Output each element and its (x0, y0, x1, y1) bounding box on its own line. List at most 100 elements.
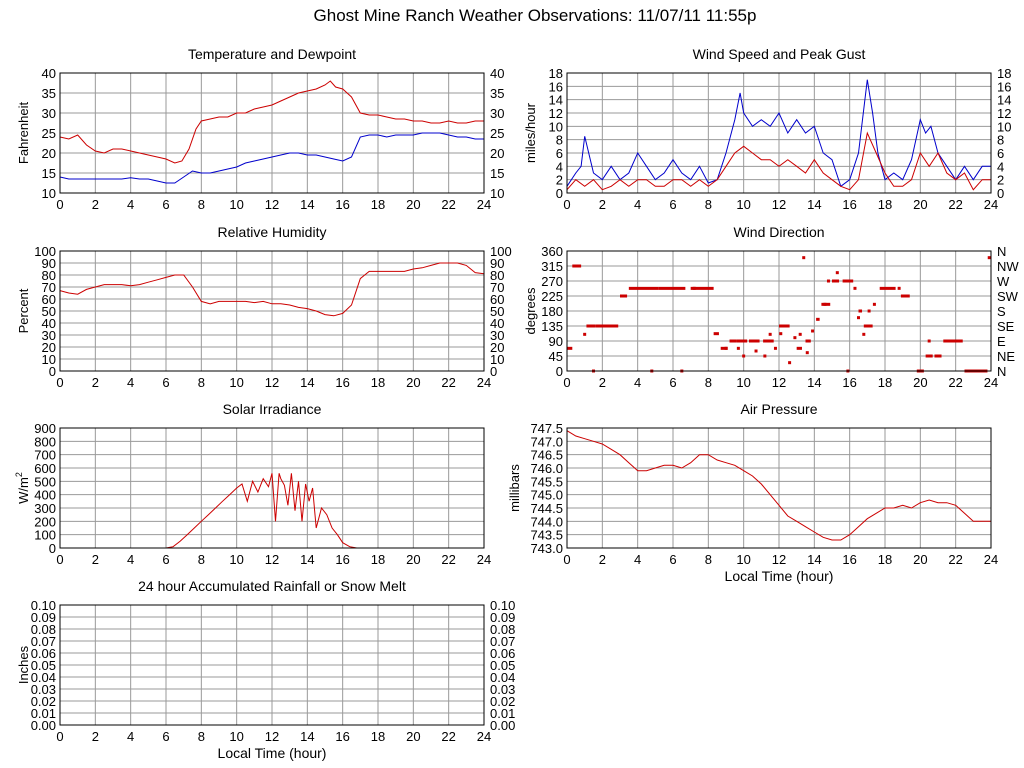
x-tick-label: 20 (406, 729, 420, 744)
y-tick-label: 0 (556, 186, 563, 201)
x-tick-label: 24 (477, 729, 491, 744)
y-tick-label: 0.03 (31, 682, 56, 697)
direction-point (768, 332, 772, 336)
y-tick-label: 60 (42, 292, 56, 307)
x-tick-label: 0 (56, 729, 63, 744)
y-tick-label: 15 (42, 166, 56, 181)
y-tick-label: 900 (34, 421, 56, 436)
y-tick-label-right: 2 (997, 173, 1004, 188)
y-tick-label: 0.05 (31, 658, 56, 673)
y-tick-label: 30 (42, 106, 56, 121)
direction-point (692, 286, 696, 290)
plot-frame (566, 427, 992, 549)
y-tick-label: 225 (541, 289, 563, 304)
y-tick-label: 0.01 (31, 706, 56, 721)
x-tick-label: 10 (736, 552, 750, 567)
x-axis-label: Local Time (hour) (218, 745, 327, 761)
x-tick-label: 8 (198, 552, 205, 567)
y-tick-label: 270 (541, 274, 563, 289)
y-tick-label: 0.06 (31, 646, 56, 661)
y-tick-label-right: 14 (997, 93, 1011, 108)
series-line-0 (566, 79, 991, 188)
x-tick-label: 10 (736, 197, 750, 212)
x-tick-label: 8 (198, 375, 205, 390)
direction-point (805, 351, 809, 355)
x-tick-label: 6 (669, 552, 676, 567)
x-tick-label: 6 (669, 375, 676, 390)
plot-frame (566, 250, 992, 372)
x-tick-label: 14 (807, 552, 821, 567)
y-tick-label-right: 40 (490, 316, 504, 331)
y-tick-label: 35 (42, 86, 56, 101)
series-line-0 (60, 473, 484, 549)
x-tick-label: 18 (878, 197, 892, 212)
x-axis-label: Local Time (hour) (725, 568, 834, 584)
x-tick-label: 14 (807, 375, 821, 390)
y-axis-label: Inches (16, 645, 31, 684)
x-tick-label: 18 (878, 552, 892, 567)
chart-title: Solar Irradiance (223, 401, 322, 417)
y-tick-label: 400 (34, 488, 56, 503)
y-tick-label: 743.5 (530, 528, 563, 543)
direction-point (853, 286, 857, 290)
x-tick-label: 10 (229, 375, 243, 390)
y-tick-label-right: 80 (490, 268, 504, 283)
x-tick-label: 4 (127, 197, 134, 212)
direction-point (826, 279, 830, 283)
y-tick-label: 40 (42, 66, 56, 81)
x-tick-label: 12 (265, 197, 279, 212)
x-tick-label: 22 (441, 552, 455, 567)
x-tick-label: 24 (477, 552, 491, 567)
y-tick-label: 25 (42, 126, 56, 141)
x-tick-label: 6 (162, 375, 169, 390)
y-tick-label-right: 20 (490, 146, 504, 161)
y-tick-label: 8 (556, 133, 563, 148)
x-tick-label: 4 (127, 375, 134, 390)
y-tick-label-right: 8 (997, 133, 1004, 148)
x-tick-label: 20 (913, 197, 927, 212)
x-tick-label: 4 (127, 729, 134, 744)
y-tick-label: 12 (549, 106, 563, 121)
x-tick-label: 14 (300, 197, 314, 212)
y-tick-label-right: 0.10 (490, 598, 515, 613)
direction-point (872, 302, 876, 306)
x-tick-label: 22 (441, 375, 455, 390)
direction-point (862, 332, 866, 336)
y-tick-label: 0.09 (31, 610, 56, 625)
y-tick-label-right: 0.05 (490, 658, 515, 673)
y-tick-label: 746.0 (530, 461, 563, 476)
y-tick-label: 745.0 (530, 488, 563, 503)
plot-frame (59, 250, 485, 372)
y-tick-label-right: 12 (997, 106, 1011, 121)
y-tick-label-right: 40 (490, 66, 504, 81)
x-tick-label: 10 (229, 552, 243, 567)
x-tick-label: 8 (198, 729, 205, 744)
x-tick-label: 12 (265, 552, 279, 567)
x-tick-label: 16 (335, 552, 349, 567)
y-tick-label: 45 (549, 349, 563, 364)
x-tick-label: 0 (56, 197, 63, 212)
y-tick-label-right: 0 (997, 186, 1004, 201)
y-axis-label: miles/hour (523, 102, 538, 163)
y-tick-label-right: 0.06 (490, 646, 515, 661)
y-axis-label: millibars (507, 464, 522, 512)
y-tick-label-right: 18 (997, 66, 1011, 81)
direction-point (867, 309, 871, 313)
y-tick-label: 747.0 (530, 434, 563, 449)
direction-point (583, 332, 587, 336)
y-tick-label: 500 (34, 474, 56, 489)
y-tick-label: 80 (42, 268, 56, 283)
series-line-0 (566, 430, 991, 541)
y-tick-label: 16 (549, 79, 563, 94)
x-tick-label: 6 (162, 552, 169, 567)
y-tick-label-right: E (997, 334, 1006, 349)
y-tick-label-right: 0.09 (490, 610, 515, 625)
y-tick-label-right: 10 (490, 186, 504, 201)
y-tick-label: 0.04 (31, 670, 56, 685)
x-tick-label: 18 (371, 197, 385, 212)
y-tick-label: 20 (42, 340, 56, 355)
